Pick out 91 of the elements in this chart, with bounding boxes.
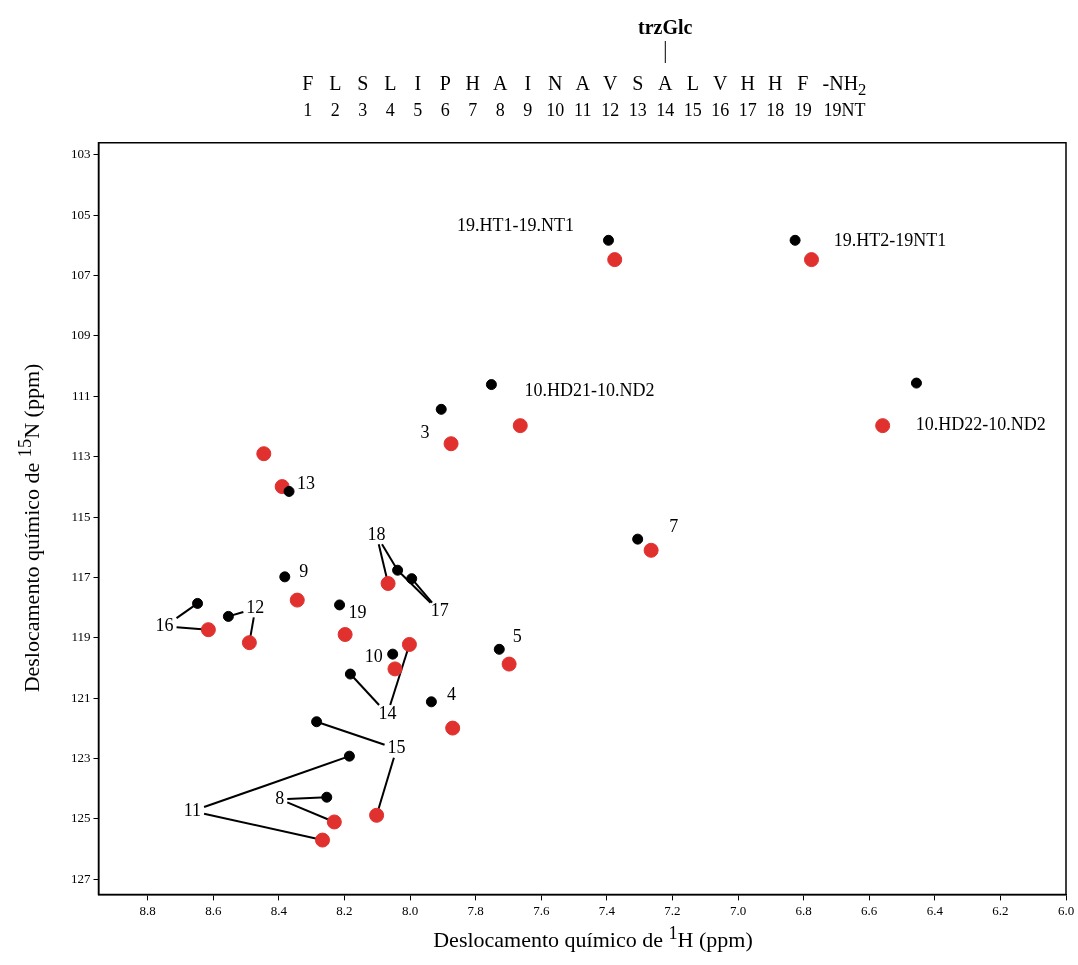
point — [910, 377, 922, 389]
x-tick-label: 6.2 — [992, 902, 1009, 918]
point — [334, 599, 346, 611]
point — [192, 597, 204, 609]
point — [632, 533, 644, 545]
y-tick-label: 127 — [71, 870, 91, 886]
point — [602, 234, 614, 246]
y-tick-label: 109 — [71, 327, 91, 343]
point — [241, 635, 257, 651]
point — [344, 668, 356, 680]
annotation: 10.HD21-10.ND2 — [524, 380, 655, 401]
x-tick-label: 7.8 — [467, 902, 484, 918]
point — [875, 418, 891, 434]
annotation: 15 — [387, 737, 406, 758]
x-tick-label: 7.0 — [729, 902, 747, 918]
x-tick-label: 7.4 — [598, 902, 616, 918]
annotation: 7 — [669, 515, 679, 536]
point — [387, 661, 403, 677]
y-tick-label: 107 — [71, 267, 91, 283]
annotation: 18 — [367, 523, 386, 544]
annotation: 14 — [378, 702, 397, 723]
annotation: 11 — [183, 799, 202, 820]
point — [493, 643, 505, 655]
y-tick-label: 113 — [71, 448, 91, 464]
annotation: 16 — [155, 615, 174, 636]
annotation: 4 — [446, 683, 456, 704]
x-tick-label: 6.6 — [861, 902, 878, 918]
point — [435, 403, 447, 415]
point — [200, 622, 216, 638]
annotation: 10.HD22-10.ND2 — [915, 414, 1046, 435]
annotation: 8 — [275, 787, 285, 808]
point — [337, 627, 353, 643]
point — [445, 720, 461, 736]
text: F L S L I P H A I N A V S A L V H H F -NH$_{2}$ — [302, 72, 867, 99]
x-axis-title: Deslocamento químico de $^{1}$H (ppm) — [433, 923, 753, 954]
point — [283, 485, 295, 497]
point — [425, 696, 437, 708]
y-tick-label: 119 — [71, 629, 91, 645]
point — [392, 564, 404, 576]
text: trzGlc — [638, 16, 693, 39]
point — [643, 542, 659, 558]
point — [343, 750, 355, 762]
x-tick-label: 6.8 — [795, 902, 812, 918]
annotation: 12 — [246, 597, 265, 618]
y-tick-label: 103 — [71, 146, 91, 162]
point — [321, 791, 333, 803]
annotation: 5 — [512, 626, 522, 647]
annotation: 19.HT2-19NT1 — [833, 230, 947, 251]
annotation: 19 — [348, 601, 367, 622]
x-tick-label: 8.6 — [205, 902, 222, 918]
x-tick-label: 8.0 — [401, 902, 419, 918]
x-tick-label: 8.8 — [139, 902, 156, 918]
annotation: 13 — [297, 473, 316, 494]
y-tick-label: 121 — [71, 689, 91, 705]
x-tick-label: 7.2 — [664, 902, 681, 918]
annotation: 17 — [430, 600, 449, 621]
x-tick-label: 8.2 — [336, 902, 353, 918]
point — [279, 571, 291, 583]
point — [401, 636, 417, 652]
y-tick-label: 115 — [71, 508, 91, 524]
annotation: 19.HT1-19.NT1 — [457, 215, 574, 236]
x-tick-label: 8.4 — [270, 902, 288, 918]
y-tick-label: 125 — [71, 810, 91, 826]
y-tick-label: 117 — [71, 568, 91, 584]
annotation: 10 — [364, 645, 383, 666]
point — [501, 656, 517, 672]
point — [369, 807, 385, 823]
point — [607, 252, 623, 268]
text: 1 2 3 4 5 6 7 8 9 10 11 12 13 14 15 16 17 18 19 19NT — [303, 100, 866, 120]
point — [387, 648, 399, 660]
annotation: 3 — [420, 422, 430, 443]
y-tick-label: 123 — [71, 749, 91, 765]
point — [326, 814, 342, 830]
y-tick-label: 111 — [71, 387, 91, 403]
point — [380, 576, 396, 591]
point — [512, 418, 528, 434]
point — [804, 252, 819, 268]
point — [289, 592, 305, 608]
point — [789, 234, 801, 246]
x-tick-label: 6.4 — [926, 902, 944, 918]
point — [311, 716, 323, 728]
x-tick-label: 6.0 — [1057, 902, 1075, 918]
point — [443, 436, 459, 452]
point — [222, 610, 234, 622]
point — [256, 446, 272, 462]
point — [315, 832, 330, 848]
y-tick-label: 105 — [71, 206, 91, 222]
annotation: 9 — [299, 560, 309, 581]
point — [485, 379, 497, 391]
x-tick-label: 7.6 — [533, 902, 550, 918]
point — [406, 573, 418, 585]
